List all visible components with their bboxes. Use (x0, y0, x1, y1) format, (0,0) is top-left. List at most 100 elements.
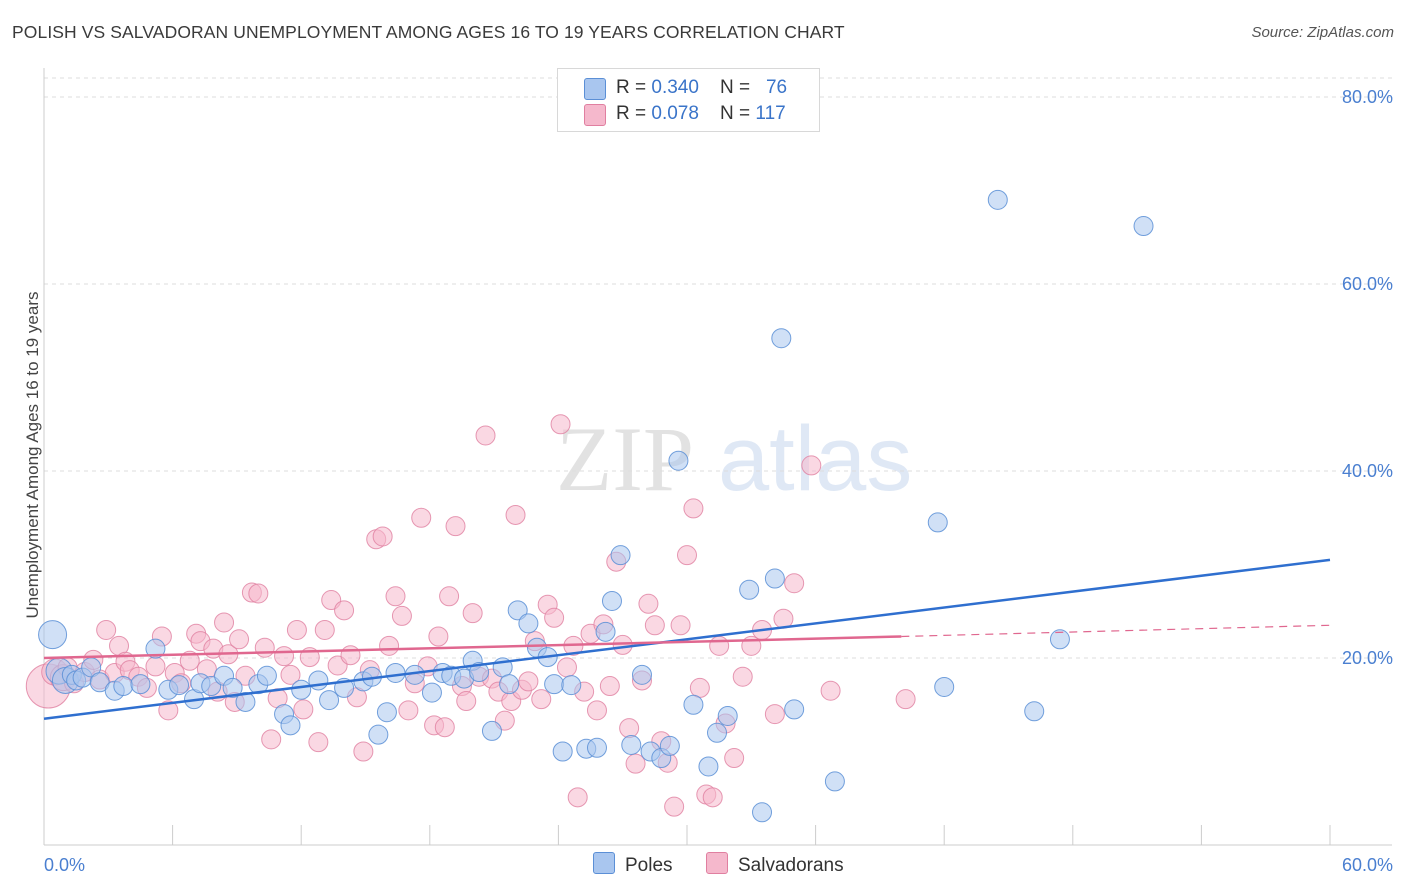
poles-point (544, 674, 565, 695)
poles-point (987, 189, 1008, 210)
poles-point (130, 674, 151, 695)
poles-n-value: 76 (765, 77, 788, 98)
salvadorans-r-value: 0.078 (651, 103, 699, 124)
salvadorans-point (434, 717, 455, 738)
poles-point (291, 679, 312, 700)
bottom-poles-label: Poles (625, 855, 673, 876)
bottom-salvadorans-label: Salvadorans (738, 855, 844, 876)
salvadorans-point (612, 634, 633, 655)
poles-point (222, 677, 243, 698)
poles-point (113, 676, 134, 697)
salvadorans-point (428, 626, 449, 647)
salvadorans-point (784, 573, 805, 594)
axis-labels: 20.0% 40.0% 60.0% 80.0% 0.0% 60.0% Unemploymen… (23, 87, 1393, 875)
poles-point (927, 512, 948, 533)
poles-point (1024, 701, 1045, 722)
poles-r-label: R = (616, 77, 652, 98)
trend-lines (43, 558, 1331, 721)
poles-point (499, 674, 520, 695)
salvadorans-n-label: N = (720, 103, 756, 124)
correlation-legend: R = 0.340 N = 76 R = 0.078 N = 117 (557, 68, 820, 132)
poles-trend-line (43, 558, 1331, 721)
poles-r-value: 0.340 (651, 77, 699, 98)
poles-point (739, 579, 760, 600)
poles-point (824, 771, 845, 792)
watermark: ZIP atlas (556, 408, 912, 510)
poles-point (668, 450, 689, 471)
poles-point (308, 670, 329, 691)
salvadorans-point (411, 507, 432, 528)
salvadorans-point (644, 615, 665, 636)
poles-point (752, 802, 773, 823)
poles-point (235, 691, 256, 712)
x-tick-label-end: 60.0% (1342, 855, 1393, 875)
poles-point (621, 734, 642, 755)
salvadorans-point (709, 635, 730, 656)
salvadorans-point (531, 689, 552, 710)
poles-point (376, 702, 397, 723)
poles-point (717, 705, 738, 726)
poles-point (145, 638, 166, 659)
salvadorans-point (254, 637, 275, 658)
salvadorans-point (518, 671, 539, 692)
poles-point (586, 737, 607, 758)
salvadorans-point (274, 646, 295, 667)
salvadorans-point (385, 586, 406, 607)
salvadorans-point (567, 787, 588, 808)
salvadorans-point (702, 787, 723, 808)
poles-point (38, 620, 68, 650)
salvadorans-point (764, 704, 785, 725)
poles-point (631, 664, 652, 685)
poles-points (38, 189, 1154, 823)
salvadorans-point (820, 680, 841, 701)
poles-point (1049, 629, 1070, 650)
poles-point (610, 545, 631, 566)
y-tick-label-20: 20.0% (1342, 648, 1393, 668)
salvadorans-point (689, 677, 710, 698)
salvadorans-point (248, 583, 269, 604)
salvadorans-r-label: R = (616, 103, 652, 124)
poles-point (280, 715, 301, 736)
salvadorans-point (505, 504, 526, 525)
salvadorans-point (391, 605, 412, 626)
gridlines (44, 77, 1392, 659)
poles-point (385, 662, 406, 683)
poles-point (319, 690, 340, 711)
poles-point (771, 328, 792, 349)
poles-point (683, 694, 704, 715)
salvadorans-point (308, 732, 329, 753)
salvadorans-point (293, 699, 314, 720)
salvadorans-point (214, 612, 235, 633)
y-tick-label-40: 40.0% (1342, 461, 1393, 481)
poles-point (481, 720, 502, 741)
poles-point (518, 613, 539, 634)
salvadorans-point (334, 600, 355, 621)
chart-title: POLISH VS SALVADORAN UNEMPLOYMENT AMONG … (12, 22, 845, 42)
bottom-legend-salvadorans: Salvadorans (706, 852, 844, 877)
salvadorans-swatch (584, 104, 606, 126)
salvadorans-trend-line (43, 635, 902, 660)
source-label: Source: ZipAtlas.com (1251, 24, 1394, 41)
salvadorans-point (895, 689, 916, 710)
salvadorans-point (801, 455, 822, 476)
salvadorans-point (677, 545, 697, 566)
salvadorans-point (544, 607, 565, 628)
salvadorans-point (340, 645, 361, 666)
poles-point (659, 735, 680, 756)
x-tick-label-start: 0.0% (44, 855, 85, 875)
poles-point (601, 590, 622, 611)
poles-point (89, 672, 110, 693)
salvadorans-point (664, 796, 685, 817)
salvadorans-point (179, 650, 200, 671)
salvadorans-point (229, 629, 250, 650)
salvadorans-point (556, 657, 577, 678)
salvadorans-point (724, 748, 745, 769)
salvadorans-point (372, 526, 393, 547)
salvadorans-point (145, 656, 166, 677)
salvadorans-point (683, 498, 704, 519)
bottom-legend-poles: Poles (593, 852, 673, 877)
poles-point (1133, 216, 1154, 237)
y-tick-label-80: 80.0% (1342, 87, 1393, 107)
salvadorans-point (439, 586, 460, 607)
